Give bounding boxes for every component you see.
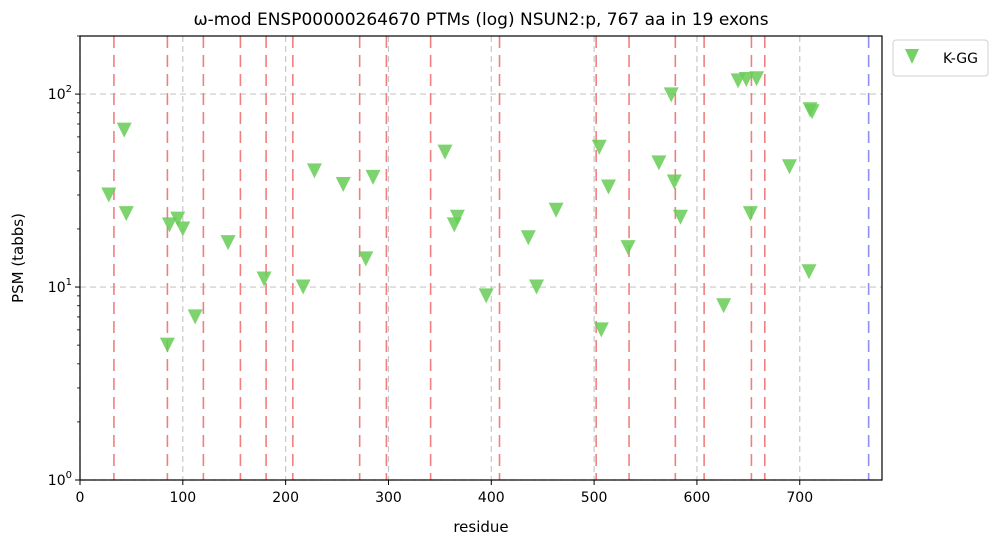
data-point-triangle	[220, 235, 236, 251]
y-tick-label: 100	[48, 470, 72, 489]
y-tick-label: 101	[48, 277, 72, 296]
data-point-triangle	[116, 122, 132, 138]
data-point-triangle	[358, 251, 374, 267]
data-points	[101, 71, 820, 353]
x-tick-label: 600	[684, 490, 711, 506]
data-point-triangle	[716, 298, 732, 314]
y-tick-label: 102	[48, 84, 72, 103]
data-point-triangle	[520, 230, 536, 246]
legend-marker-triangle-icon	[905, 49, 919, 64]
data-point-triangle	[256, 271, 272, 287]
data-point-triangle	[742, 206, 758, 222]
data-point-triangle	[591, 139, 607, 155]
data-point-triangle	[593, 322, 609, 338]
data-point-triangle	[600, 179, 616, 195]
legend-entry-label: K-GG	[943, 51, 978, 67]
data-point-triangle	[437, 144, 453, 160]
data-point-triangle	[672, 209, 688, 225]
data-point-triangle	[781, 159, 797, 175]
data-point-triangle	[159, 337, 175, 353]
x-axis-label: residue	[453, 518, 508, 536]
data-point-triangle	[161, 217, 177, 233]
data-point-triangle	[651, 155, 667, 171]
x-tick-label: 500	[581, 490, 608, 506]
data-point-triangle	[365, 169, 381, 185]
legend: K-GG	[892, 39, 989, 77]
x-tick-label: 100	[169, 490, 196, 506]
data-point-triangle	[449, 209, 465, 225]
data-point-triangle	[101, 187, 117, 203]
data-point-triangle	[548, 202, 564, 218]
data-point-triangle	[804, 104, 820, 120]
chart-title: ω-mod ENSP00000264670 PTMs (log) NSUN2:p…	[193, 10, 768, 30]
data-point-triangle	[663, 87, 679, 103]
x-tick-label: 0	[76, 490, 85, 506]
data-point-triangle	[306, 163, 322, 179]
x-tick-label: 400	[478, 490, 505, 506]
data-point-triangle	[478, 288, 494, 304]
x-tick-label: 700	[786, 490, 813, 506]
data-point-triangle	[187, 309, 203, 325]
data-point-triangle	[529, 279, 545, 295]
data-point-triangle	[175, 221, 191, 237]
data-point-triangle	[170, 211, 186, 227]
data-point-triangle	[749, 71, 765, 87]
y-axis-label: PSM (tabbs)	[9, 213, 27, 303]
plot-frame	[79, 35, 883, 481]
x-tick-label: 200	[272, 490, 299, 506]
data-point-triangle	[335, 176, 351, 192]
data-point-triangle	[801, 264, 817, 280]
x-tick-label: 300	[375, 490, 402, 506]
data-point-triangle	[620, 240, 636, 256]
data-point-triangle	[666, 174, 682, 190]
data-point-triangle	[118, 206, 134, 222]
data-point-triangle	[295, 279, 311, 295]
exon-boundaries	[113, 36, 870, 480]
data-point-triangle	[738, 72, 754, 88]
